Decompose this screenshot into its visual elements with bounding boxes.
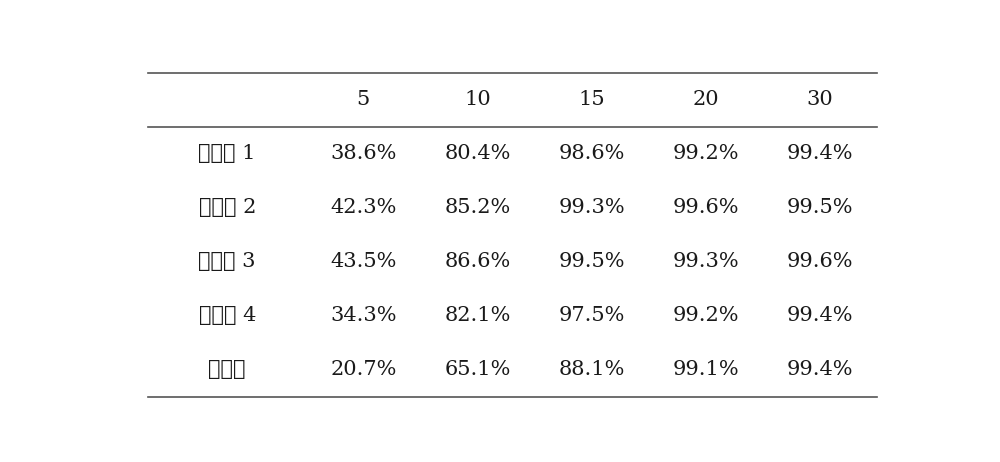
Text: 99.1%: 99.1%	[672, 360, 739, 379]
Text: 38.6%: 38.6%	[330, 144, 396, 163]
Text: 5: 5	[357, 91, 370, 109]
Text: 34.3%: 34.3%	[330, 306, 397, 325]
Text: 对照组: 对照组	[208, 360, 246, 379]
Text: 99.5%: 99.5%	[558, 252, 625, 271]
Text: 20.7%: 20.7%	[330, 360, 396, 379]
Text: 99.4%: 99.4%	[786, 144, 853, 163]
Text: 99.5%: 99.5%	[786, 198, 853, 217]
Text: 97.5%: 97.5%	[558, 306, 625, 325]
Text: 99.4%: 99.4%	[786, 306, 853, 325]
Text: 99.6%: 99.6%	[672, 198, 739, 217]
Text: 98.6%: 98.6%	[558, 144, 625, 163]
Text: 20: 20	[692, 91, 719, 109]
Text: 15: 15	[578, 91, 605, 109]
Text: 82.1%: 82.1%	[444, 306, 511, 325]
Text: 65.1%: 65.1%	[444, 360, 511, 379]
Text: 10: 10	[464, 91, 491, 109]
Text: 88.1%: 88.1%	[558, 360, 625, 379]
Text: 99.2%: 99.2%	[672, 144, 739, 163]
Text: 实施例 2: 实施例 2	[199, 198, 256, 217]
Text: 99.6%: 99.6%	[786, 252, 853, 271]
Text: 99.2%: 99.2%	[672, 306, 739, 325]
Text: 80.4%: 80.4%	[444, 144, 511, 163]
Text: 99.3%: 99.3%	[558, 198, 625, 217]
Text: 30: 30	[806, 91, 833, 109]
Text: 85.2%: 85.2%	[444, 198, 511, 217]
Text: 99.3%: 99.3%	[672, 252, 739, 271]
Text: 43.5%: 43.5%	[330, 252, 396, 271]
Text: 实施例 4: 实施例 4	[199, 306, 256, 325]
Text: 42.3%: 42.3%	[330, 198, 396, 217]
Text: 实施例 3: 实施例 3	[198, 252, 256, 271]
Text: 86.6%: 86.6%	[444, 252, 511, 271]
Text: 实施例 1: 实施例 1	[198, 144, 256, 163]
Text: 99.4%: 99.4%	[786, 360, 853, 379]
